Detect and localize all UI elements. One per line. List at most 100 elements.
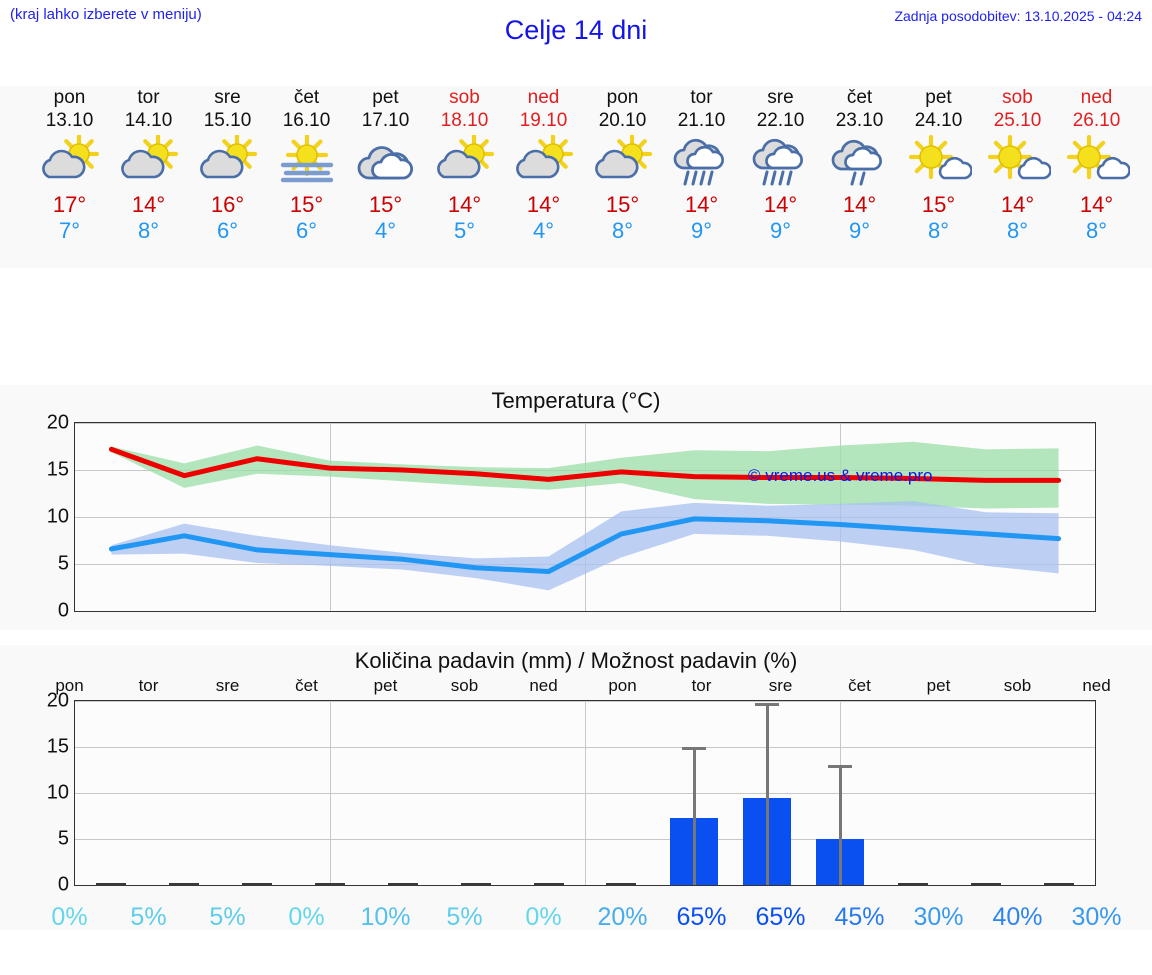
forecast-day-date: 25.10 (993, 110, 1042, 131)
forecast-temp-max: 14° (763, 192, 798, 217)
forecast-temp-min: 9° (690, 218, 713, 243)
forecast-day-column[interactable]: pet 24.10 15° 8° (899, 86, 978, 244)
sun-small-cloud-icon (899, 134, 978, 188)
forecast-day-column[interactable]: sre 15.10 16° 6° (188, 86, 267, 244)
precipitation-zero-tick (315, 883, 345, 886)
precipitation-chart-title: Količina padavin (mm) / Možnost padavin … (354, 648, 798, 673)
precipitation-probability-label: 10% (360, 903, 411, 931)
y-axis-tick: 10 (46, 781, 69, 804)
cloudy-icon (346, 134, 425, 188)
precipitation-day-label: ned (1082, 676, 1111, 695)
forecast-temp-max: 15° (368, 192, 403, 217)
precipitation-error-bar (838, 765, 842, 885)
forecast-temp-max: 14° (1079, 192, 1114, 217)
sun-small-cloud-icon (1057, 134, 1136, 188)
precipitation-probability-label: 45% (834, 903, 885, 931)
precipitation-probability-label: 65% (676, 903, 727, 931)
y-axis-tick: 10 (46, 505, 69, 528)
precipitation-day-label: sre (768, 676, 793, 695)
precipitation-probability-label: 5% (209, 903, 246, 931)
forecast-day-name: sre (214, 87, 241, 108)
forecast-day-column[interactable]: čet 16.10 15° 6° (267, 86, 346, 244)
forecast-temp-min: 8° (137, 218, 160, 243)
forecast-temp-min: 8° (927, 218, 950, 243)
y-axis-tick: 0 (57, 873, 69, 896)
precipitation-day-label: pon (55, 676, 84, 695)
forecast-temp-max: 14° (131, 192, 166, 217)
forecast-day-name: pon (606, 87, 639, 108)
precipitation-zero-tick (387, 883, 418, 886)
y-axis-tick: 0 (57, 599, 69, 622)
forecast-day-name: tor (690, 87, 713, 108)
forecast-temp-min: 9° (848, 218, 871, 243)
vertical-gridline (330, 701, 331, 885)
forecast-day-column[interactable]: sob 18.10 14° 5° (425, 86, 504, 244)
forecast-day-name: pet (925, 87, 952, 108)
forecast-day-date: 15.10 (203, 110, 252, 131)
forecast-temp-max: 14° (447, 192, 482, 217)
forecast-day-column[interactable]: ned 26.10 14° 8° (1057, 86, 1136, 244)
precipitation-probability-label: 30% (1071, 903, 1122, 931)
precipitation-day-label: sob (450, 676, 479, 695)
page-title: Celje 14 dni (504, 15, 648, 45)
forecast-day-column[interactable]: tor 21.10 14° 9° (662, 86, 741, 244)
precipitation-zero-tick (1043, 883, 1074, 886)
rain-icon (741, 134, 820, 188)
forecast-temp-max: 14° (1000, 192, 1035, 217)
forecast-day-name: ned (527, 87, 560, 108)
precipitation-zero-tick (242, 883, 273, 886)
forecast-day-name: tor (137, 87, 160, 108)
precipitation-probability-label: 0% (288, 903, 325, 931)
precipitation-day-label: pet (926, 676, 951, 695)
forecast-day-column[interactable]: pet 17.10 15° 4° (346, 86, 425, 244)
precipitation-error-cap (755, 702, 780, 706)
forecast-temp-max: 14° (842, 192, 877, 217)
precipitation-zero-tick (96, 883, 127, 886)
forecast-temp-min: 7° (58, 218, 81, 243)
forecast-day-column[interactable]: tor 14.10 14° 8° (109, 86, 188, 244)
forecast-day-column[interactable]: sob 25.10 14° 8° (978, 86, 1057, 244)
forecast-day-date: 16.10 (282, 110, 331, 131)
forecast-day-column[interactable]: ned 19.10 14° 4° (504, 86, 583, 244)
rain-icon (662, 134, 741, 188)
forecast-day-column[interactable]: pon 13.10 17° 7° (30, 86, 109, 244)
forecast-day-date: 20.10 (598, 110, 647, 131)
sun-behind-cloud-icon (425, 134, 504, 188)
forecast-day-name: sob (1002, 87, 1033, 108)
forecast-day-date: 24.10 (914, 110, 963, 131)
y-axis-tick: 5 (57, 552, 69, 575)
y-axis-tick: 15 (46, 458, 69, 481)
sun-behind-cloud-icon (109, 134, 188, 188)
precipitation-zero-tick (970, 883, 1001, 886)
precipitation-zero-tick (169, 883, 200, 886)
forecast-temp-max: 14° (684, 192, 719, 217)
precipitation-day-label: sre (215, 676, 240, 695)
sun-behind-cloud-icon (583, 134, 662, 188)
vertical-gridline (585, 701, 586, 885)
forecast-day-name: čet (846, 87, 873, 108)
vertical-gridline (585, 423, 586, 611)
precipitation-day-label: čet (848, 676, 871, 695)
light-rain-icon (820, 134, 899, 188)
sun-behind-cloud-icon (30, 134, 109, 188)
forecast-temp-min: 5° (453, 218, 476, 243)
precipitation-day-label: tor (138, 676, 159, 695)
last-updated: Zadnja posodobitev: 13.10.2025 - 04:24 (894, 8, 1142, 24)
precipitation-error-bar (692, 747, 696, 885)
forecast-day-name: pet (372, 87, 399, 108)
precipitation-zero-tick (460, 883, 491, 886)
forecast-day-name: sob (449, 87, 480, 108)
y-axis-tick: 15 (46, 735, 69, 758)
sun-behind-cloud-icon (188, 134, 267, 188)
forecast-day-column[interactable]: sre 22.10 14° 9° (741, 86, 820, 244)
forecast-day-column[interactable]: čet 23.10 14° 9° (820, 86, 899, 244)
precipitation-day-label: pet (373, 676, 398, 695)
precipitation-day-label: čet (295, 676, 318, 695)
sun-behind-cloud-icon (504, 134, 583, 188)
temperature-line (108, 516, 1062, 575)
forecast-temp-min: 9° (769, 218, 792, 243)
forecast-temp-max: 15° (289, 192, 324, 217)
forecast-day-column[interactable]: pon 20.10 15° 8° (583, 86, 662, 244)
forecast-strip: pon 13.10 17° 7° tor 14.10 14° 8° sre 15.10 16°… (0, 86, 1152, 268)
precipitation-probability-label: 0% (51, 903, 88, 931)
